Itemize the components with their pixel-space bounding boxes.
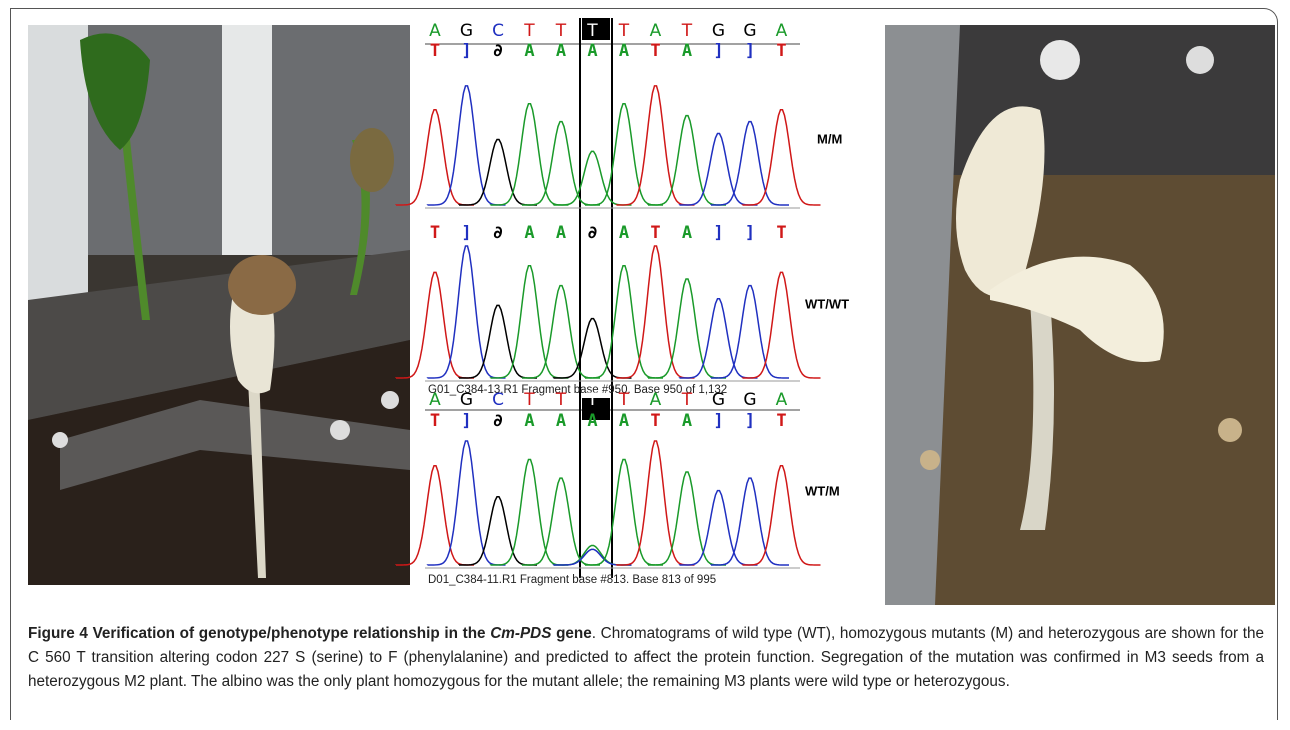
trace-peak [584,458,664,566]
left-photo [28,25,410,585]
base-letter: T [618,21,630,41]
genotype-label: WT/M [805,483,840,498]
base-letter: A [682,223,692,243]
base-letter: T [650,411,660,431]
trace-peak [489,265,569,379]
base-letter: ∂ [493,41,503,61]
base-letter: T [555,390,567,410]
genotype-label: M/M [817,131,842,146]
trace-peak [615,85,695,206]
base-letter: A [429,21,441,41]
base-letter: A [556,411,566,431]
base-letter: A [524,223,534,243]
trace-peak [741,271,821,379]
trace-peak [584,265,664,379]
highlight [582,18,610,40]
genotype-label: WT/WT [805,296,849,311]
base-letter: A [682,411,692,431]
base-letter: A [650,390,662,410]
base-letter: A [556,223,566,243]
base-letter: ] [713,223,723,243]
trace-peak [426,85,506,206]
trace-peak [489,458,569,566]
base-letter: T [430,411,440,431]
base-letter: A [556,41,566,61]
base-letter: ] [461,411,471,431]
trace-peak [426,245,506,379]
base-letter: T [650,223,660,243]
base-letter: ] [745,223,755,243]
figure-frame [10,8,1278,720]
base-letter: ] [713,411,723,431]
base-letter: C [492,390,504,410]
caption-title: gene [551,625,592,642]
trace-peak [615,245,695,379]
base-letter: T [523,21,535,41]
base-letter: T [650,41,660,61]
trace-peak [710,284,790,379]
base-letter: ] [745,41,755,61]
trace-footer: G01_C384-13.R1 Fragment base #950. Base … [428,384,727,396]
base-letter: T [586,21,598,41]
base-letter: T [586,390,598,410]
base-letter: G [743,21,756,41]
trace-peak [710,477,790,566]
figure: A G C T T T T A T G G AT] ∂ A A A A T A]] TM/MT] ∂ A A ∂ A T A]] TW… [28,18,1275,605]
base-letter: A [619,223,629,243]
base-letter: G [460,21,473,41]
base-letter: T [618,390,630,410]
base-letter: A [776,390,788,410]
base-letter: A [682,41,692,61]
base-letter: A [587,41,597,61]
trace-peak [741,108,821,206]
base-letter: T [430,41,440,61]
base-letter: T [681,390,693,410]
base-letter: ] [461,223,471,243]
base-letter: A [524,41,534,61]
trace-footer: D01_C384-11.R1 Fragment base #813. Base … [428,574,716,586]
base-letter: T [681,21,693,41]
base-letter: A [619,411,629,431]
gene-name: Cm-PDS [490,625,552,642]
caption-body: . Chromatograms of wild type (WT), homoz… [28,625,1264,690]
base-letter: T [430,223,440,243]
highlight [582,398,610,420]
base-letter: ∂ [493,223,503,243]
right-photo [885,25,1275,605]
trace-peak [426,440,506,566]
base-letter: ∂ [587,223,597,243]
base-letter: T [555,21,567,41]
base-letter: A [650,21,662,41]
trace-peak [710,120,790,206]
base-letter: G [743,390,756,410]
trace-peak [615,440,695,566]
base-letter: C [492,21,504,41]
base-letter: ∂ [493,411,503,431]
base-letter: A [524,411,534,431]
caption: Figure 4 Verification of genotype/phenot… [28,622,1264,694]
base-letter: A [619,41,629,61]
trace-peak [395,271,475,379]
base-letter: T [776,223,786,243]
base-letter: G [712,390,725,410]
caption-title: Verification of genotype/phenotype relat… [92,625,491,642]
base-letter: ] [461,41,471,61]
base-letter: T [776,411,786,431]
base-letter: G [460,390,473,410]
trace-peak [741,465,821,566]
base-letter: A [429,390,441,410]
base-letter: ] [745,411,755,431]
base-letter: T [523,390,535,410]
base-letter: T [776,41,786,61]
base-letter: A [776,21,788,41]
base-letter: ] [713,41,723,61]
base-letter: A [587,411,597,431]
base-letter: G [712,21,725,41]
figure-label: Figure 4 [28,625,88,642]
